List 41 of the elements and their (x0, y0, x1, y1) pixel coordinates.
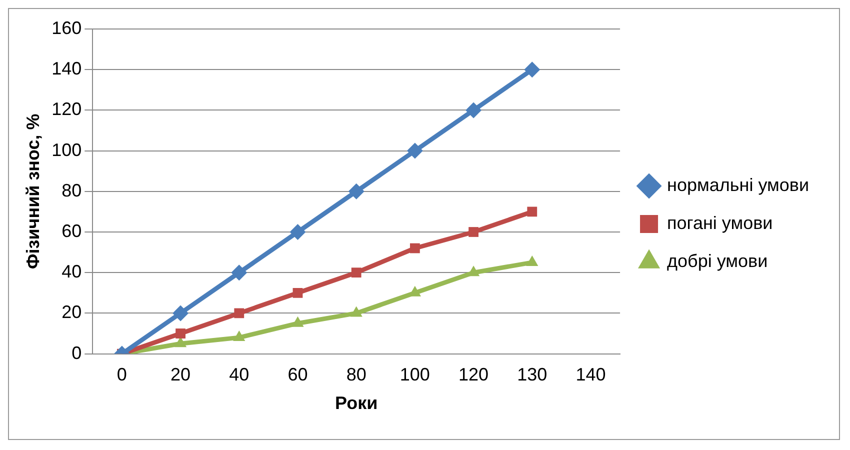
point (172, 305, 189, 322)
legend-label: нормальні умови (667, 174, 810, 195)
x-tick-label: 80 (346, 364, 366, 385)
point (466, 102, 482, 118)
x-tick-label: 100 (400, 364, 430, 385)
point (292, 288, 303, 298)
point (526, 255, 538, 266)
x-tick-label: 0 (116, 364, 127, 385)
y-tick-label: 80 (62, 180, 82, 200)
point (292, 316, 304, 327)
x-tick-label: 40 (229, 364, 250, 385)
point (350, 306, 362, 317)
point (233, 330, 246, 342)
x-tick-label: 20 (170, 364, 191, 385)
point (290, 224, 306, 240)
point (176, 328, 186, 338)
y-tick-label: 40 (62, 262, 82, 282)
y-tick-label: 140 (52, 58, 82, 79)
point (234, 308, 244, 318)
point (351, 268, 362, 278)
point (231, 264, 248, 281)
point (406, 142, 423, 159)
x-tick-label: 140 (576, 364, 606, 385)
y-tick-label: 120 (52, 99, 82, 120)
legend-label: добрі умови (667, 250, 768, 271)
y-tick-label: 160 (52, 18, 82, 38)
x-tick-label: 120 (458, 364, 489, 385)
point (524, 62, 540, 78)
point (410, 243, 420, 254)
x-tick-label: 60 (288, 364, 308, 385)
y-tick-label: 100 (52, 140, 82, 160)
legend-label: погані умови (667, 212, 773, 233)
y-tick-label: 0 (72, 342, 82, 363)
x-axis-title: Роки (335, 393, 378, 414)
y-tick-label: 20 (62, 302, 82, 322)
x-tick-label: 130 (517, 364, 548, 385)
y-tick-label: 60 (62, 220, 82, 241)
point (468, 227, 478, 237)
y-axis-title: Фізичний знос, % (22, 114, 43, 270)
point (527, 206, 538, 217)
point (348, 183, 364, 200)
